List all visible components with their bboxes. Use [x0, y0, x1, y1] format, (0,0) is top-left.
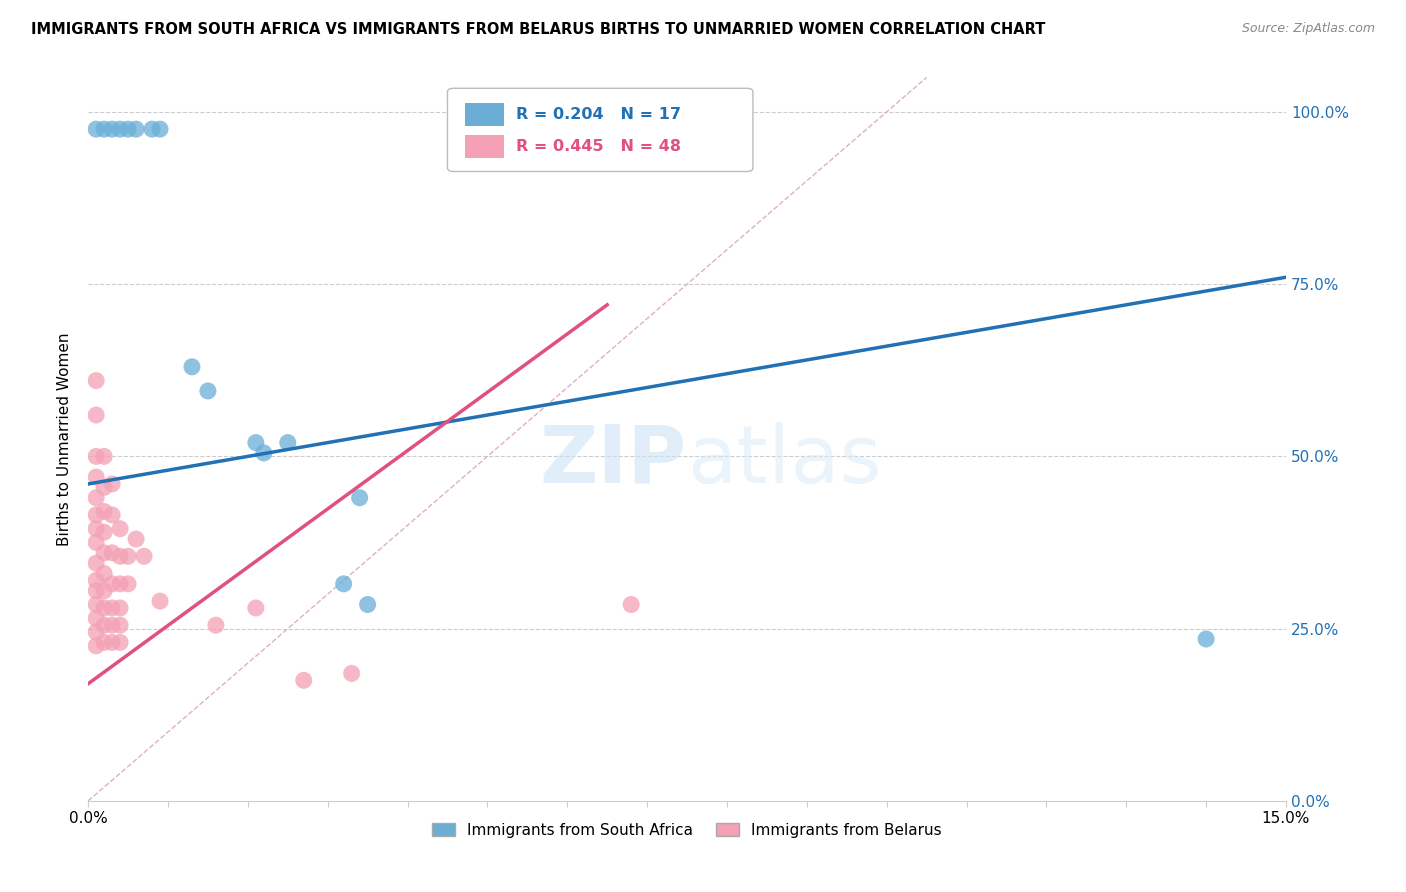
Point [93, 635, 115, 649]
Point [84, 122, 107, 136]
Point [101, 122, 124, 136]
Point [101, 601, 124, 615]
Point [149, 122, 172, 136]
Point [108, 549, 131, 564]
Y-axis label: Births to Unmarried Women: Births to Unmarried Women [58, 333, 72, 546]
Text: R = 0.204   N = 17: R = 0.204 N = 17 [516, 107, 681, 122]
Point [84, 625, 107, 640]
Point [93, 480, 115, 494]
Point [620, 598, 643, 612]
Point [84, 470, 107, 484]
Point [101, 477, 124, 491]
Point [141, 122, 163, 136]
Point [84, 408, 107, 422]
Point [84, 491, 107, 505]
FancyBboxPatch shape [447, 88, 754, 171]
Point [125, 532, 148, 546]
Point [108, 635, 131, 649]
Text: ZIP: ZIP [540, 422, 688, 500]
Point [93, 525, 115, 540]
Point [117, 549, 139, 564]
Point [84, 556, 107, 570]
Point [205, 618, 228, 632]
Point [108, 618, 131, 632]
Point [125, 122, 148, 136]
Point [349, 491, 371, 505]
Point [108, 601, 131, 615]
Point [101, 577, 124, 591]
Point [332, 577, 354, 591]
Point [340, 666, 363, 681]
Point [84, 611, 107, 625]
Point [292, 673, 315, 688]
Point [277, 435, 299, 450]
FancyBboxPatch shape [465, 135, 503, 158]
Point [93, 618, 115, 632]
Point [84, 450, 107, 464]
Point [117, 122, 139, 136]
Point [93, 601, 115, 615]
Point [181, 359, 204, 374]
Point [93, 450, 115, 464]
Point [101, 618, 124, 632]
Point [84, 598, 107, 612]
Point [84, 574, 107, 588]
Point [93, 546, 115, 560]
Point [101, 508, 124, 522]
Point [356, 598, 378, 612]
FancyBboxPatch shape [465, 103, 503, 126]
Text: Source: ZipAtlas.com: Source: ZipAtlas.com [1241, 22, 1375, 36]
Legend: Immigrants from South Africa, Immigrants from Belarus: Immigrants from South Africa, Immigrants… [426, 816, 948, 844]
Point [149, 594, 172, 608]
Point [93, 583, 115, 598]
Point [1195, 632, 1218, 646]
Point [93, 566, 115, 581]
Point [84, 583, 107, 598]
Point [84, 522, 107, 536]
Point [132, 549, 155, 564]
Point [197, 384, 219, 398]
Point [108, 577, 131, 591]
Text: IMMIGRANTS FROM SOUTH AFRICA VS IMMIGRANTS FROM BELARUS BIRTHS TO UNMARRIED WOME: IMMIGRANTS FROM SOUTH AFRICA VS IMMIGRAN… [31, 22, 1045, 37]
Point [84, 508, 107, 522]
Text: atlas: atlas [688, 422, 882, 500]
Point [84, 374, 107, 388]
Point [108, 522, 131, 536]
Point [93, 122, 115, 136]
Point [117, 577, 139, 591]
Text: R = 0.445   N = 48: R = 0.445 N = 48 [516, 138, 681, 153]
Point [93, 504, 115, 518]
Point [108, 122, 131, 136]
Point [84, 535, 107, 549]
Point [245, 601, 267, 615]
Point [101, 546, 124, 560]
Point [84, 639, 107, 653]
Point [253, 446, 276, 460]
Point [245, 435, 267, 450]
Point [101, 635, 124, 649]
